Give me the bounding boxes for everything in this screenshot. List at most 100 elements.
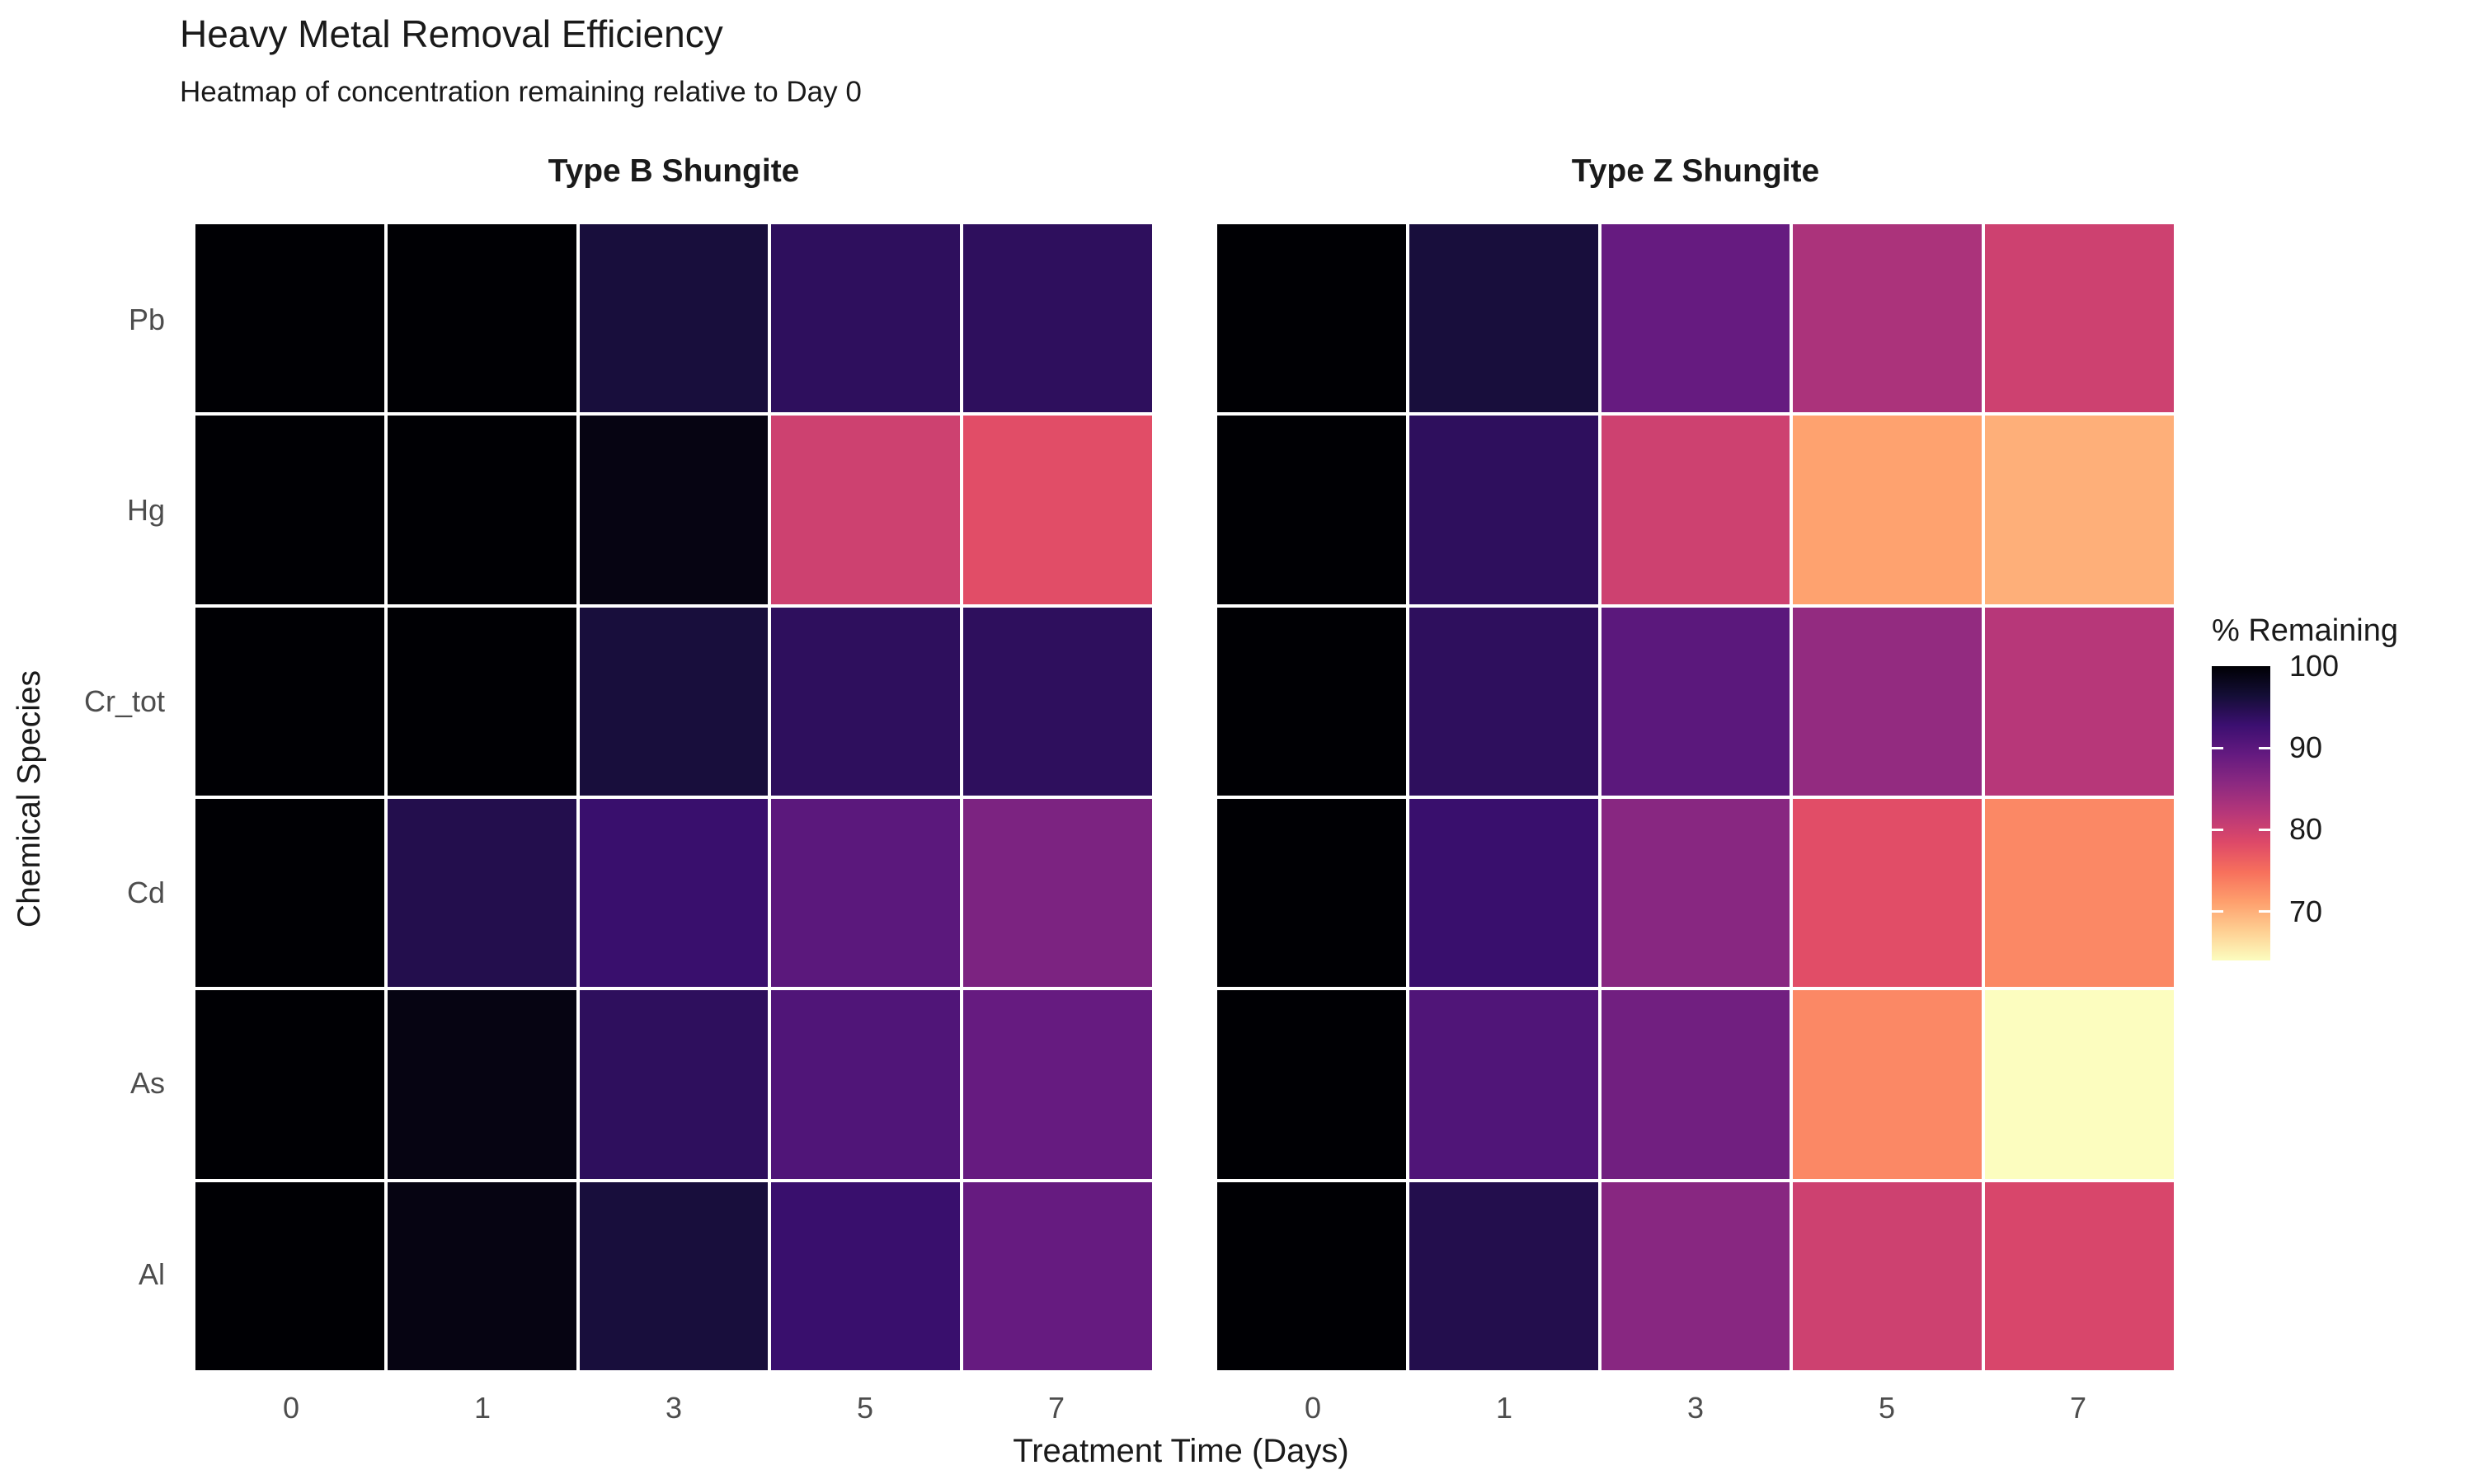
y-tick-label: Cd	[126, 875, 165, 909]
heatmap-cell	[579, 607, 769, 796]
heatmap-cell	[387, 1181, 576, 1370]
chart-title: Heavy Metal Removal Efficiency	[180, 12, 723, 55]
heatmap-cell	[771, 1181, 961, 1370]
heatmap-cell	[195, 990, 384, 1179]
heatmap-cell	[387, 224, 576, 413]
heatmap-cell	[387, 798, 576, 988]
heatmap-cell	[963, 607, 1152, 796]
x-axis-title: Treatment Time (Days)	[1013, 1433, 1349, 1469]
legend-tick-mark	[2212, 746, 2223, 749]
heatmap-cell	[1217, 416, 1406, 604]
heatmap-cell	[579, 1181, 769, 1370]
heatmap-cell	[579, 798, 769, 988]
heatmap-cell	[1409, 607, 1598, 796]
legend-tick-mark	[2259, 828, 2270, 831]
x-tick-label: 1	[1495, 1391, 1513, 1425]
x-tick-label: 3	[1686, 1391, 1705, 1425]
x-tick-label: 3	[665, 1391, 683, 1425]
legend-tick-label: 100	[2289, 649, 2340, 683]
legend-tick-mark	[2259, 746, 2270, 749]
legend-tick-mark	[2259, 910, 2270, 913]
heatmap-cell	[771, 224, 961, 413]
x-tick-label: 7	[2069, 1391, 2087, 1425]
heatmap-cell	[1409, 1181, 1598, 1370]
heatmap-cell	[963, 990, 1152, 1179]
legend-tick-mark	[2212, 828, 2223, 831]
heatmap-cell	[1409, 798, 1598, 988]
x-tick-label: 5	[1878, 1391, 1896, 1425]
facet-title-type-z: Type Z Shungite	[1571, 153, 1820, 189]
legend-tick-label: 90	[2289, 730, 2323, 765]
heatmap-cell	[963, 416, 1152, 604]
heatmap-panel-type-z	[1217, 224, 2174, 1370]
facet-title-type-b: Type B Shungite	[548, 153, 800, 189]
heatmap-cell	[1985, 798, 2174, 988]
heatmap-cell	[963, 798, 1152, 988]
heatmap-cell	[1985, 990, 2174, 1179]
heatmap-cell	[579, 416, 769, 604]
colorbar-legend: % Remaining 100 90 80 70	[2212, 612, 2474, 1040]
x-tick-label: 0	[282, 1391, 300, 1425]
heatmap-cell	[1409, 224, 1598, 413]
heatmap-cell	[1217, 990, 1406, 1179]
heatmap-cell	[771, 798, 961, 988]
y-tick-label: As	[129, 1066, 165, 1101]
y-axis-tick-labels: Pb Hg Cr_tot Cd As Al	[0, 224, 170, 1370]
y-tick-label: Pb	[128, 302, 165, 336]
heatmap-cell	[1601, 416, 1790, 604]
heatmap-cell	[1793, 224, 1982, 413]
y-tick-label: Al	[138, 1257, 165, 1292]
heatmap-cell	[1217, 224, 1406, 413]
heatmap-cell	[1793, 416, 1982, 604]
x-tick-label: 5	[856, 1391, 874, 1425]
heatmap-cell	[1601, 607, 1790, 796]
heatmap-cell	[195, 1181, 384, 1370]
legend-tick-mark	[2212, 910, 2223, 913]
heatmap-cell	[579, 990, 769, 1179]
chart-subtitle: Heatmap of concentration remaining relat…	[180, 76, 862, 108]
heatmap-cell	[963, 1181, 1152, 1370]
heatmap-cell	[195, 416, 384, 604]
x-tick-label: 1	[473, 1391, 492, 1425]
heatmap-cell	[1601, 798, 1790, 988]
heatmap-cell	[387, 990, 576, 1179]
x-tick-label: 0	[1304, 1391, 1322, 1425]
heatmap-cell	[1985, 224, 2174, 413]
heatmap-cell	[1409, 416, 1598, 604]
heatmap-cell	[387, 416, 576, 604]
heatmap-cell	[1217, 798, 1406, 988]
colorbar-gradient	[2212, 666, 2270, 960]
heatmap-cell	[1601, 224, 1790, 413]
heatmap-cell	[195, 224, 384, 413]
heatmap-cell	[771, 607, 961, 796]
heatmap-cell	[1601, 1181, 1790, 1370]
legend-tick-label: 80	[2289, 812, 2323, 847]
x-axis-tick-labels-type-z: 0 1 3 5 7	[1217, 1385, 2174, 1431]
heatmap-cell	[771, 416, 961, 604]
heatmap-cell	[1601, 990, 1790, 1179]
y-tick-label: Hg	[126, 493, 165, 528]
heatmap-cell	[1985, 607, 2174, 796]
heatmap-cell	[1985, 1181, 2174, 1370]
heatmap-cell	[1217, 607, 1406, 796]
heatmap-panel-type-b	[195, 224, 1152, 1370]
heatmap-cell	[1793, 607, 1982, 796]
legend-title: % Remaining	[2212, 613, 2398, 648]
heatmap-cell	[1217, 1181, 1406, 1370]
heatmap-cell	[771, 990, 961, 1179]
heatmap-cell	[579, 224, 769, 413]
x-axis-tick-labels-type-b: 0 1 3 5 7	[195, 1385, 1152, 1431]
heatmap-cell	[195, 607, 384, 796]
x-tick-label: 7	[1047, 1391, 1065, 1425]
heatmap-cell	[1793, 1181, 1982, 1370]
heatmap-cell	[1793, 798, 1982, 988]
heatmap-cell	[1985, 416, 2174, 604]
heatmap-cell	[195, 798, 384, 988]
heatmap-cell	[387, 607, 576, 796]
heatmap-cell	[1793, 990, 1982, 1179]
heatmap-cell	[963, 224, 1152, 413]
heatmap-cell	[1409, 990, 1598, 1179]
legend-tick-label: 70	[2289, 894, 2323, 928]
y-tick-label: Cr_tot	[83, 684, 165, 719]
